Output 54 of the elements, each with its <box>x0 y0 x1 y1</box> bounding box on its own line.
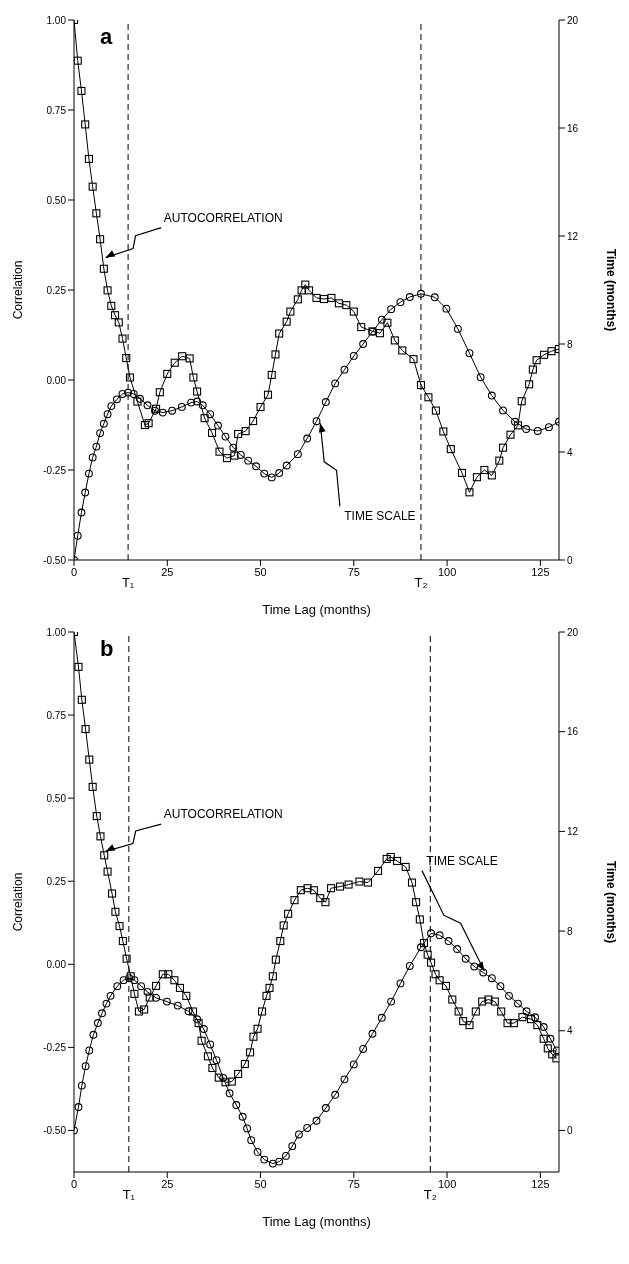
y-tick-label: 0.25 <box>46 284 67 296</box>
y-tick-label: 0.00 <box>46 374 67 386</box>
text: AUTOCORRELATION <box>163 210 283 225</box>
y-tick-label: 0.50 <box>46 194 67 206</box>
x-tick-label: 75 <box>347 1177 360 1190</box>
y2-tick-label: 20 <box>567 14 579 26</box>
y2-tick-label: 8 <box>567 925 573 937</box>
y-tick-label: -0.25 <box>43 464 67 476</box>
y2-axis-title: Time (months) <box>603 248 618 332</box>
x-tick-label: 50 <box>254 1177 267 1190</box>
y-tick-label: 0.50 <box>46 792 67 804</box>
x-tick-label: 125 <box>531 1177 550 1190</box>
x-tick-label: 25 <box>161 565 174 578</box>
x-axis-title: Time Lag (months) <box>262 602 371 617</box>
y2-tick-label: 0 <box>567 1125 573 1136</box>
x-tick-label: 100 <box>437 565 457 578</box>
text: AUTOCORRELATION <box>163 807 283 822</box>
ref-line-label: T₁ <box>122 1187 136 1203</box>
y-tick-label: -0.50 <box>43 554 67 566</box>
text: TIME SCALE <box>426 853 498 868</box>
y2-tick-label: 8 <box>567 338 573 350</box>
y-tick-label: 1.00 <box>46 626 67 638</box>
x-tick-label: 0 <box>70 1177 78 1190</box>
chart-title: b <box>100 636 114 661</box>
y-tick-label: 0.25 <box>46 875 67 887</box>
y2-axis-title: Time (months) <box>603 860 618 944</box>
y-tick-label: 1.00 <box>46 14 67 26</box>
y-axis-title: Correlation <box>11 872 26 932</box>
ref-line-label: T₂ <box>414 575 428 591</box>
ref-line-label: T₂ <box>423 1187 437 1203</box>
x-tick-label: 25 <box>161 1177 174 1190</box>
y2-tick-label: 20 <box>567 626 579 638</box>
x-tick-label: 100 <box>437 1177 457 1190</box>
y2-tick-label: 16 <box>567 122 579 134</box>
text: TIME SCALE <box>344 509 416 524</box>
y2-tick-label: 16 <box>567 726 579 738</box>
x-tick-label: 50 <box>254 565 267 578</box>
y-tick-label: -0.50 <box>43 1125 67 1137</box>
x-axis-title: Time Lag (months) <box>262 1214 371 1229</box>
ref-line-label: T₁ <box>121 575 135 591</box>
y-tick-label: -0.25 <box>43 1041 67 1053</box>
y2-tick-label: 12 <box>567 230 579 242</box>
x-tick-label: 125 <box>531 565 550 578</box>
y2-tick-label: 4 <box>567 1025 573 1037</box>
y-tick-label: 0.00 <box>46 958 67 970</box>
y-axis-title: Correlation <box>11 260 26 320</box>
y-tick-label: 0.75 <box>46 709 67 721</box>
x-tick-label: 75 <box>347 565 360 578</box>
y-tick-label: 0.75 <box>46 104 67 116</box>
chart-title: a <box>100 24 113 49</box>
x-tick-label: 0 <box>70 565 78 578</box>
y2-tick-label: 0 <box>567 554 573 566</box>
y2-tick-label: 4 <box>567 446 573 458</box>
y2-tick-label: 12 <box>567 825 579 837</box>
